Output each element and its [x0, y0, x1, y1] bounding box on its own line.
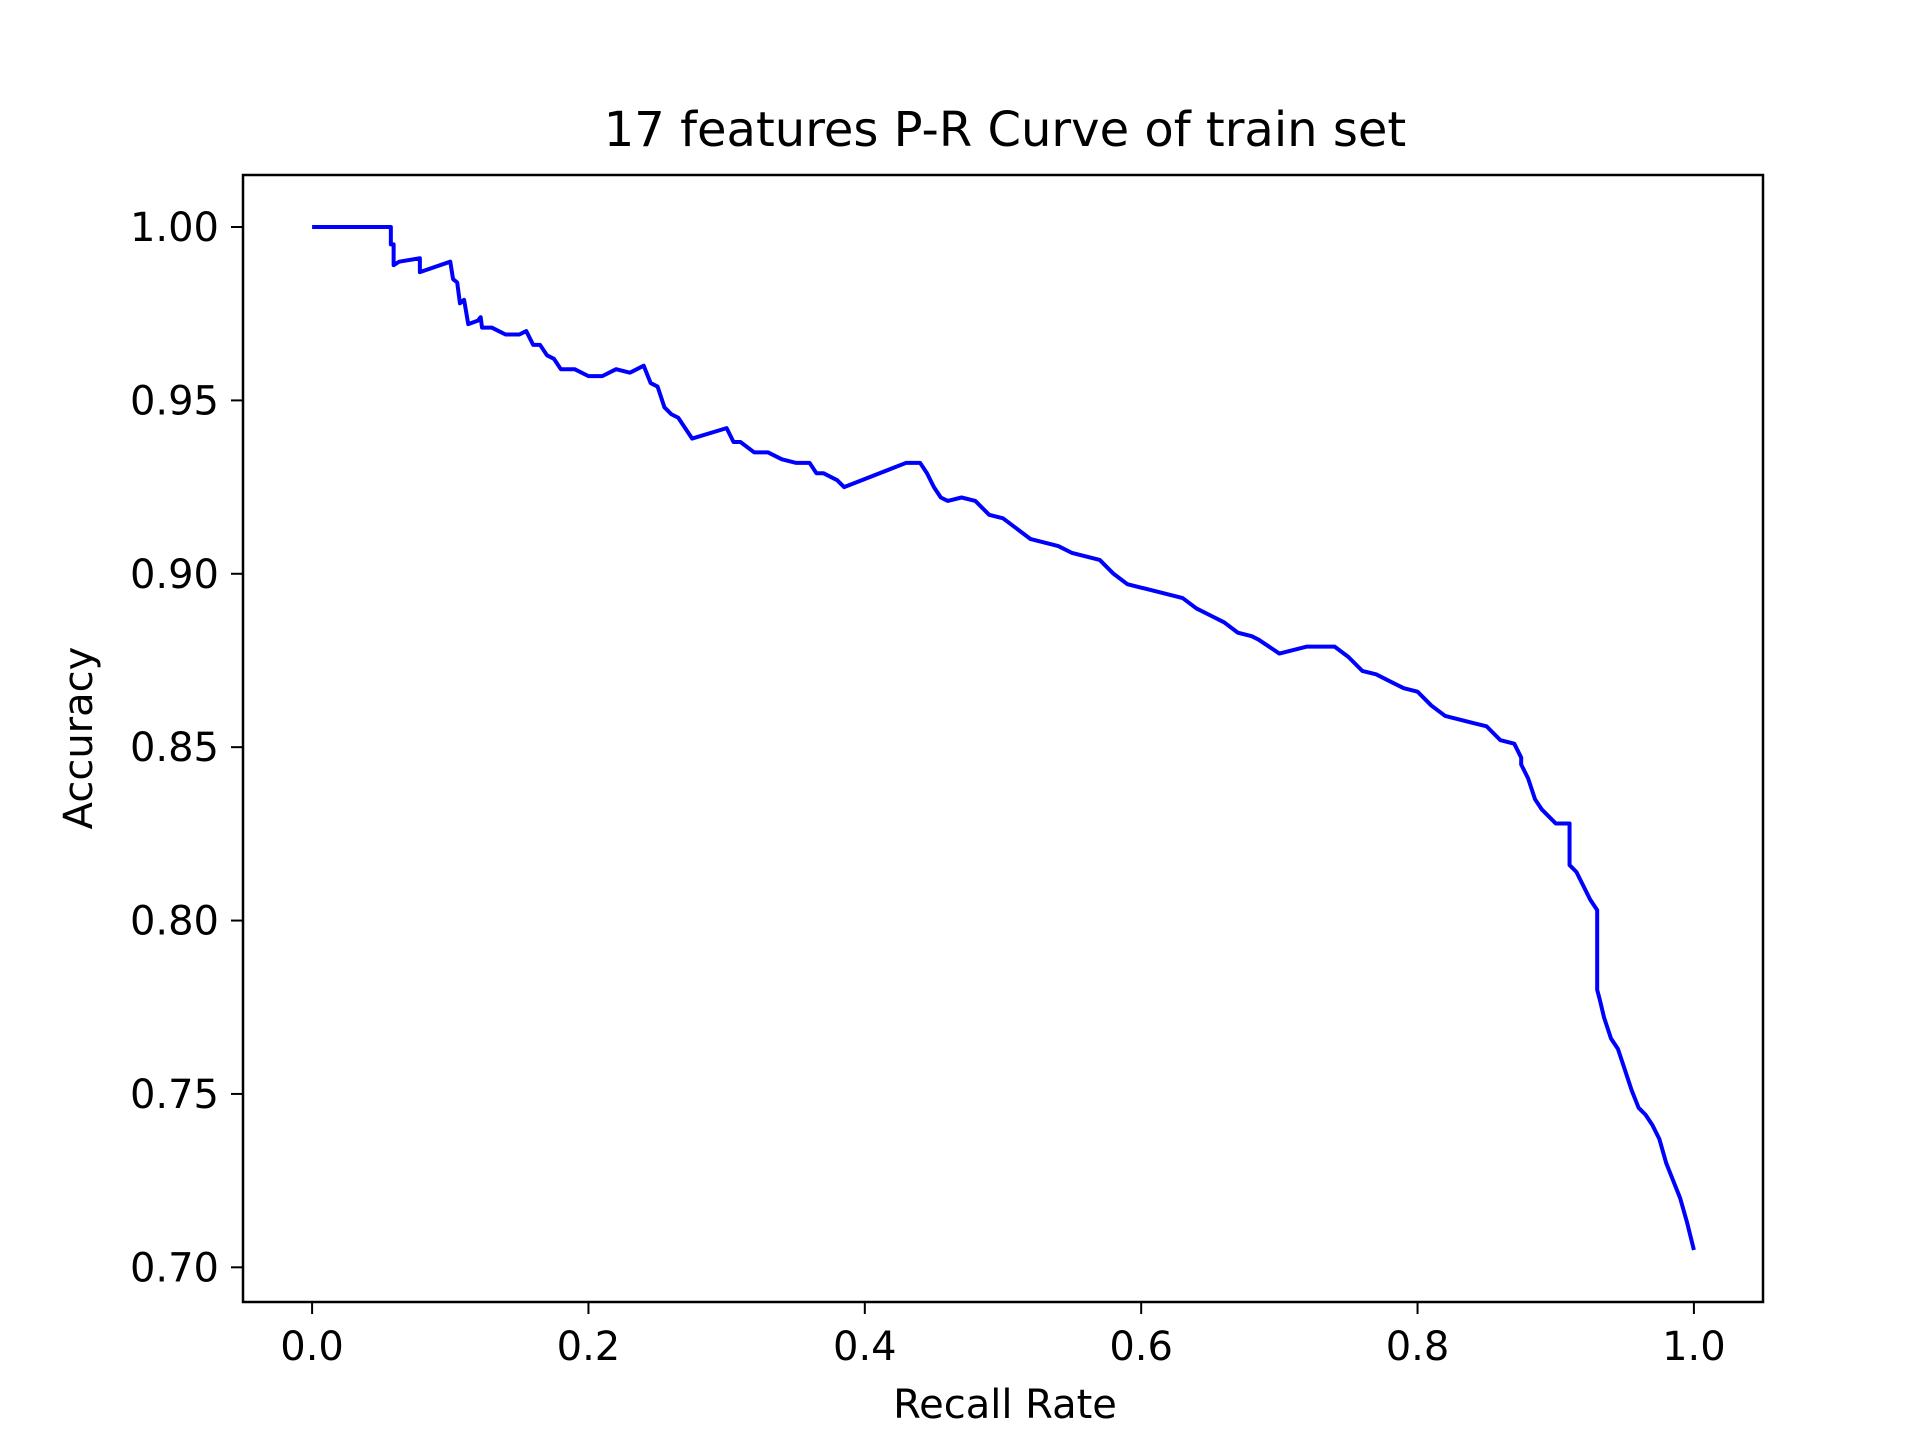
x-tick-label: 0.6	[1109, 1324, 1173, 1370]
y-tick-label: 0.75	[130, 1072, 219, 1118]
x-tick-label: 0.4	[833, 1324, 897, 1370]
x-axis-label: Recall Rate	[893, 1382, 1117, 1428]
x-tick-label: 0.2	[557, 1324, 621, 1370]
y-tick-label: 0.90	[130, 552, 219, 598]
y-axis: 0.70 0.75 0.80 0.85 0.90 0.95 1.00	[130, 205, 243, 1291]
x-tick-label: 1.0	[1662, 1324, 1726, 1370]
y-tick-label: 1.00	[130, 205, 219, 251]
series-line-0	[312, 225, 1696, 1251]
plot-frame	[241, 173, 1765, 1304]
x-tick-label: 0.0	[280, 1324, 344, 1370]
plot-area	[312, 225, 1696, 1251]
y-tick-label: 0.95	[130, 378, 219, 424]
y-tick-label: 0.80	[130, 899, 219, 945]
x-axis: 0.0 0.2 0.4 0.6 0.8 1.0	[280, 1302, 1726, 1370]
y-axis-label: Accuracy	[56, 647, 102, 830]
x-tick-label: 0.8	[1386, 1324, 1450, 1370]
y-tick-label: 0.85	[130, 725, 219, 771]
y-tick-label: 0.70	[130, 1245, 219, 1291]
chart-title: 17 features P-R Curve of train set	[604, 102, 1406, 158]
